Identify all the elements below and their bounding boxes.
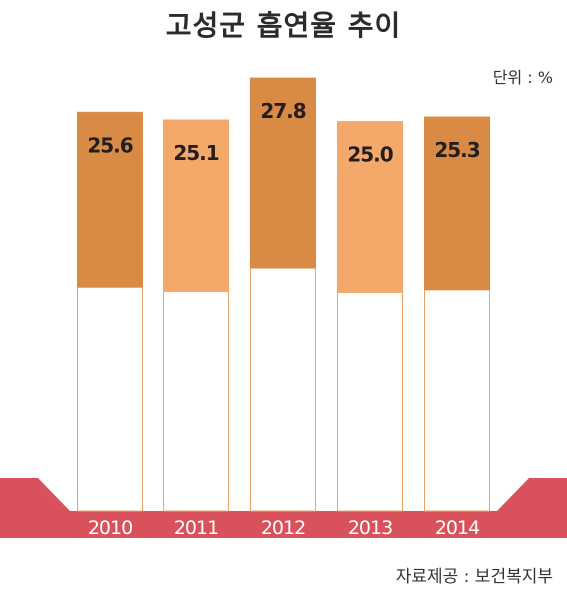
- year-label-2014: 2014: [435, 517, 480, 539]
- value-label-2011: 25.1: [173, 141, 218, 165]
- base-band: [0, 478, 567, 538]
- value-label-2012: 27.8: [260, 99, 305, 123]
- unit-label: 단위 : %: [492, 68, 553, 87]
- value-label-2010: 25.6: [87, 133, 132, 157]
- bar-2011: [163, 120, 229, 293]
- bar-2010: [77, 112, 143, 288]
- bar-2012: [250, 78, 316, 269]
- bar-2014: [424, 116, 490, 291]
- year-label-2013: 2013: [348, 517, 392, 539]
- year-label-2010: 2010: [88, 517, 132, 539]
- year-label-2012: 2012: [261, 517, 305, 539]
- bar-2013: [337, 121, 403, 293]
- year-label-2011: 2011: [174, 517, 218, 539]
- chart-title: 고성군 흡연율 추이: [165, 9, 402, 42]
- value-label-2014: 25.3: [434, 138, 479, 162]
- value-label-2013: 25.0: [347, 143, 392, 167]
- source-note: 자료제공 : 보건복지부: [395, 567, 553, 587]
